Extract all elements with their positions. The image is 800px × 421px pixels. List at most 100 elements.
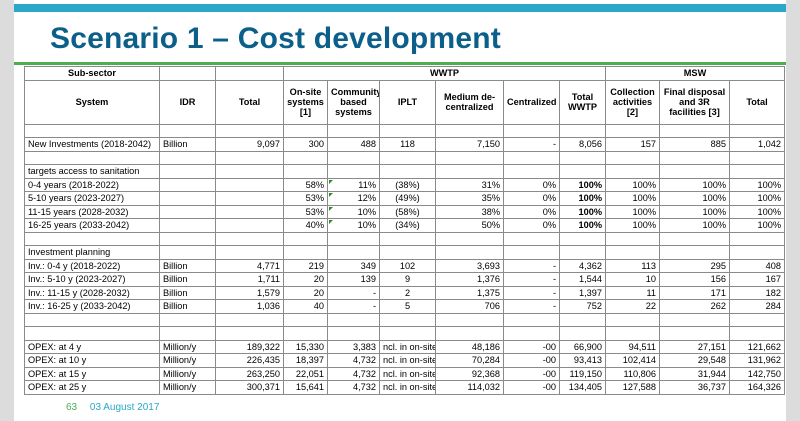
page-number: 63 xyxy=(66,402,78,413)
table-cell: 9,097 xyxy=(215,137,284,152)
empty-cell xyxy=(327,245,380,260)
table-cell: 29,548 xyxy=(659,353,730,368)
table-cell: 113 xyxy=(605,258,660,273)
cell-value: 10% xyxy=(357,220,376,231)
table-cell: 157 xyxy=(605,137,660,152)
table-cell: Million/y xyxy=(159,366,216,381)
header-iplt: IPLT xyxy=(379,79,436,125)
table-cell: 20 xyxy=(283,285,328,300)
table-cell: 66,900 xyxy=(559,339,606,354)
empty-cell xyxy=(659,123,730,138)
table-cell: -00 xyxy=(503,353,560,368)
table-cell: 8,056 xyxy=(559,137,606,152)
empty-cell xyxy=(379,150,436,165)
empty-cell xyxy=(659,312,730,327)
header-system: System xyxy=(24,79,160,125)
empty-cell xyxy=(379,245,436,260)
table-row: Investment planning xyxy=(24,245,786,260)
table-cell: 10% xyxy=(327,204,380,219)
empty-cell xyxy=(215,164,284,179)
table-cell: 12% xyxy=(327,191,380,206)
table-row: OPEX: at 4 y Million/y 189,322 15,330 3,383 n… xyxy=(24,339,786,354)
table-row xyxy=(24,231,786,246)
header-idr: IDR xyxy=(159,79,216,125)
table-cell: 1,042 xyxy=(728,137,786,152)
header-medium: Medium de-centralized xyxy=(435,79,504,125)
empty-cell xyxy=(159,326,216,341)
empty-cell xyxy=(728,245,786,260)
table-cell: 5 xyxy=(379,299,436,314)
empty-cell xyxy=(327,312,380,327)
empty-cell xyxy=(605,245,660,260)
table-cell: 100% xyxy=(605,218,660,233)
empty-cell xyxy=(327,123,380,138)
table-cell xyxy=(215,218,284,233)
empty-cell xyxy=(503,312,560,327)
empty-cell xyxy=(159,150,216,165)
empty-cell xyxy=(605,164,660,179)
empty-cell xyxy=(283,231,328,246)
table-cell: 22,051 xyxy=(283,366,328,381)
table-row xyxy=(24,326,786,341)
empty-cell xyxy=(215,326,284,341)
empty-cell xyxy=(435,312,504,327)
table-cell: 131,962 xyxy=(728,353,786,368)
empty-cell xyxy=(435,326,504,341)
table-cell: 4,362 xyxy=(559,258,606,273)
header-centralized: Centralized xyxy=(503,79,560,125)
table-row: Inv.: 5-10 y (2023-2027) Billion 1,711 20 13… xyxy=(24,272,786,287)
table-cell: Billion xyxy=(159,272,216,287)
table-cell xyxy=(215,191,284,206)
table-cell: 7,150 xyxy=(435,137,504,152)
empty-cell xyxy=(559,231,606,246)
header-subsector: Sub-sector xyxy=(24,66,160,81)
empty-cell xyxy=(503,150,560,165)
table-cell: (58%) xyxy=(379,204,436,219)
table-cell: 219 xyxy=(283,258,328,273)
table-row: OPEX: at 15 y Million/y 263,250 22,051 4,732… xyxy=(24,366,786,381)
empty-cell xyxy=(559,245,606,260)
table-row: targets access to sanitation xyxy=(24,164,786,179)
row-label: OPEX: at 10 y xyxy=(24,353,160,368)
table-cell: 100% xyxy=(659,218,730,233)
table-cell: 100% xyxy=(559,204,606,219)
table-cell: 284 xyxy=(728,299,786,314)
table-cell: 3,383 xyxy=(327,339,380,354)
empty-cell xyxy=(435,245,504,260)
table-cell: 93,413 xyxy=(559,353,606,368)
empty-cell xyxy=(559,326,606,341)
table-cell: 488 xyxy=(327,137,380,152)
empty-cell xyxy=(159,123,216,138)
table-cell: 50% xyxy=(435,218,504,233)
empty-cell xyxy=(159,164,216,179)
table-row: 11-15 years (2028-2032) 53% 10% (58%) 38% 0% 1… xyxy=(24,204,786,219)
table-cell xyxy=(159,177,216,192)
empty-cell xyxy=(559,123,606,138)
table-cell: 885 xyxy=(659,137,730,152)
header-community: Community based systems xyxy=(327,79,380,125)
table-cell: 36,737 xyxy=(659,380,730,395)
table-cell: 102,414 xyxy=(605,353,660,368)
table-cell: 48,186 xyxy=(435,339,504,354)
table-cell xyxy=(215,177,284,192)
empty-cell xyxy=(435,164,504,179)
empty-cell xyxy=(159,312,216,327)
comment-marker-icon xyxy=(329,206,333,211)
table-cell: 1,036 xyxy=(215,299,284,314)
section-label: Investment planning xyxy=(24,245,160,260)
table-cell: 100% xyxy=(728,218,786,233)
empty-cell xyxy=(283,123,328,138)
table-cell: (34%) xyxy=(379,218,436,233)
table-cell: 127,588 xyxy=(605,380,660,395)
slide-title: Scenario 1 – Cost development xyxy=(50,22,501,55)
header-total: Total xyxy=(215,79,284,125)
table-cell: - xyxy=(327,285,380,300)
table-cell: - xyxy=(503,137,560,152)
table-cell: 38% xyxy=(435,204,504,219)
table-cell: 408 xyxy=(728,258,786,273)
table-cell: 100% xyxy=(559,177,606,192)
cost-table: Sub-sector WWTP MSW System IDR Total On-… xyxy=(24,66,786,395)
table-cell: 10 xyxy=(605,272,660,287)
table-row xyxy=(24,150,786,165)
empty-cell xyxy=(215,150,284,165)
